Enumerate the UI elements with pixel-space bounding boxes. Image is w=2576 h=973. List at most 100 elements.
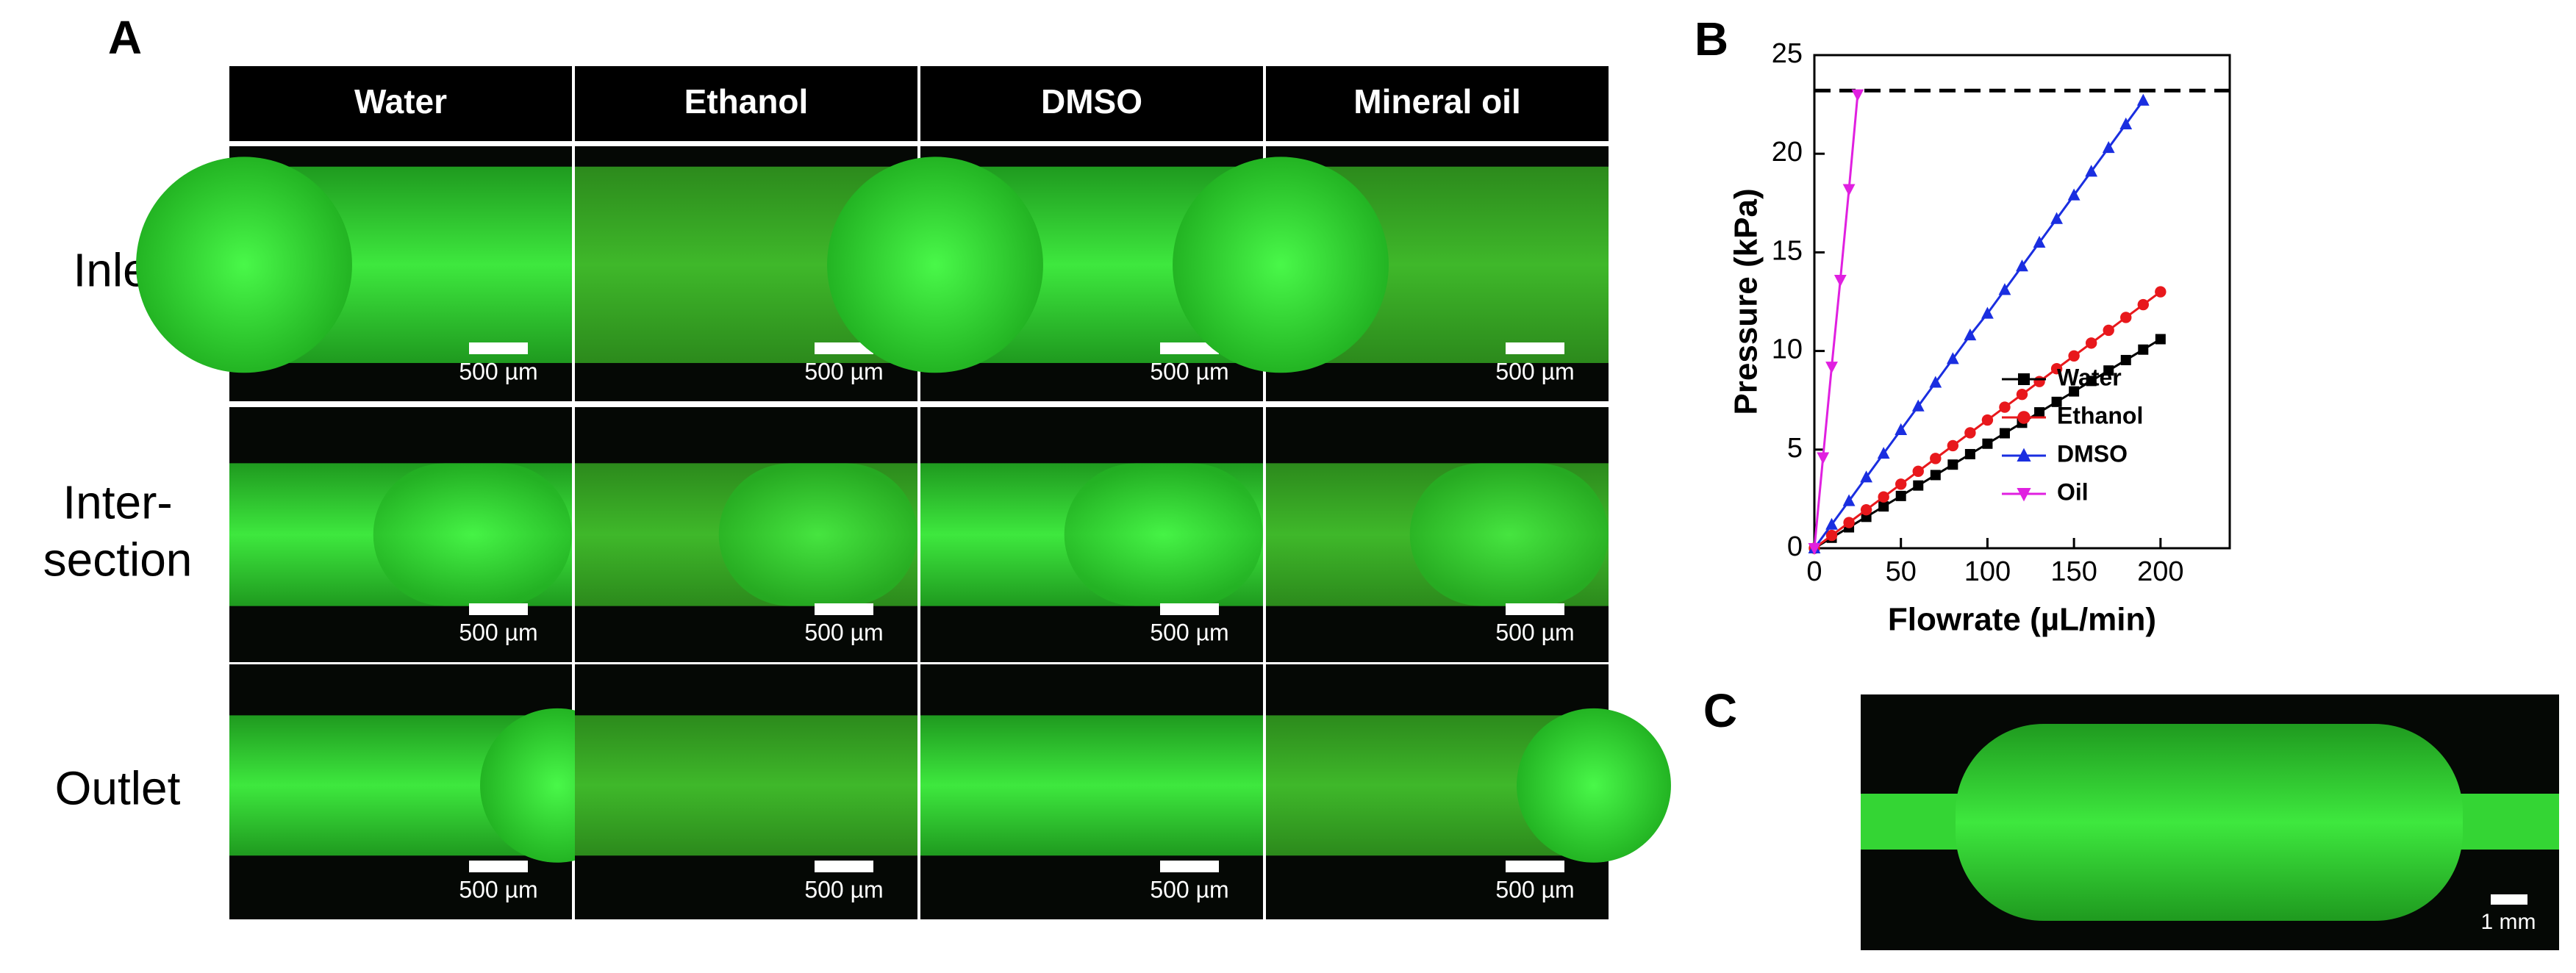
scale-bar-label: 500 µm [1495, 876, 1574, 902]
column-header: Mineral oil [1353, 82, 1520, 121]
data-point [2068, 350, 2080, 362]
scale-bar-label: 500 µm [1150, 619, 1228, 645]
column-header: Ethanol [684, 82, 809, 121]
row-label: Outlet [55, 761, 181, 814]
droplet [718, 463, 917, 606]
column-header-bg [920, 66, 1263, 141]
data-point [1999, 428, 2010, 439]
scale-bar-label: 500 µm [1150, 876, 1228, 902]
y-tick-label: 10 [1772, 334, 1803, 365]
scale-bar [469, 861, 528, 872]
row-label: section [43, 533, 193, 586]
data-point [1860, 503, 1872, 516]
column-header-bg [575, 66, 917, 141]
data-point [2136, 93, 2150, 106]
data-point [2102, 141, 2115, 154]
scale-bar [1506, 603, 1564, 615]
data-point [1964, 328, 1977, 341]
data-point [1842, 494, 1856, 506]
data-point [1842, 184, 1856, 196]
scale-bar-label: 500 µm [459, 619, 537, 645]
plot-frame [1813, 54, 2231, 550]
data-point [2016, 388, 2028, 401]
scale-bar [815, 342, 873, 354]
data-point [2069, 386, 2080, 397]
x-tick-label: 200 [2137, 556, 2183, 587]
scale-bar [1506, 342, 1564, 354]
data-point [1895, 490, 1906, 501]
y-tick-label: 5 [1787, 433, 1803, 464]
scale-bar [2491, 894, 2527, 905]
data-point [2050, 212, 2063, 224]
scale-bar-label: 500 µm [1495, 358, 1574, 384]
scale-bar [1160, 861, 1219, 872]
data-point [1999, 401, 2011, 413]
legend-marker [2017, 488, 2031, 502]
y-tick-label: 20 [1772, 137, 1803, 168]
droplet [373, 463, 572, 606]
data-point [2085, 165, 2098, 177]
x-tick-label: 0 [1806, 556, 1822, 587]
droplet [136, 157, 352, 373]
legend-label: Oil [2057, 478, 2089, 505]
legend-label: DMSO [2057, 440, 2128, 467]
data-point [1860, 470, 1873, 483]
x-axis-label: Flowrate (µL/min) [1888, 602, 2156, 638]
data-point [1912, 465, 1924, 478]
legend-label: Water [2057, 364, 2122, 390]
scale-bar [1506, 861, 1564, 872]
scale-bar [815, 603, 873, 615]
data-point [1964, 448, 1975, 459]
data-point [1808, 543, 1821, 556]
data-point [1825, 362, 1838, 374]
droplet [1517, 708, 1671, 863]
data-point [1833, 274, 1847, 287]
legend-marker [2017, 411, 2031, 424]
data-point [2103, 365, 2114, 376]
channel [575, 715, 917, 856]
scale-bar [1160, 342, 1219, 354]
data-point [2033, 376, 2045, 387]
scale-bar [469, 342, 528, 354]
data-point [2138, 344, 2149, 355]
column-header-bg [229, 66, 572, 141]
data-point [2137, 298, 2149, 311]
data-point [2085, 337, 2097, 349]
scale-bar [1160, 603, 1219, 615]
data-point [1947, 459, 1958, 470]
y-tick-label: 0 [1787, 531, 1803, 562]
data-point [2033, 235, 2046, 248]
data-point [1878, 501, 1889, 512]
scale-bar-label: 500 µm [459, 358, 537, 384]
series-line [1813, 94, 1859, 549]
scale-bar-label: 500 µm [804, 358, 883, 384]
data-point [2155, 334, 2166, 345]
column-header-bg [1266, 66, 1609, 141]
data-point [1877, 447, 1890, 459]
data-point [1851, 89, 1864, 101]
x-tick-label: 50 [1886, 556, 1917, 587]
scale-bar-label: 1 mm [2481, 910, 2536, 934]
data-point [2119, 117, 2133, 129]
channel [920, 715, 1263, 856]
data-point [2103, 324, 2114, 337]
scale-bar [469, 603, 528, 615]
row-label: Inter- [62, 475, 172, 528]
data-point [1895, 478, 1907, 490]
data-point [1843, 517, 1855, 528]
data-point [1981, 306, 1994, 319]
droplet [1409, 463, 1609, 606]
panel-label: C [1703, 684, 1737, 737]
y-axis-label: Pressure (kPa) [1728, 188, 1764, 414]
scale-bar-label: 500 µm [459, 876, 537, 902]
data-point [2034, 407, 2045, 418]
data-point [1911, 399, 1925, 412]
data-point [1878, 491, 1889, 503]
data-point [2051, 396, 2062, 407]
data-point [2067, 188, 2081, 201]
data-point [2155, 286, 2167, 298]
scale-bar-label: 500 µm [1150, 358, 1228, 384]
data-point [1981, 414, 1994, 426]
data-point [1998, 283, 2011, 295]
